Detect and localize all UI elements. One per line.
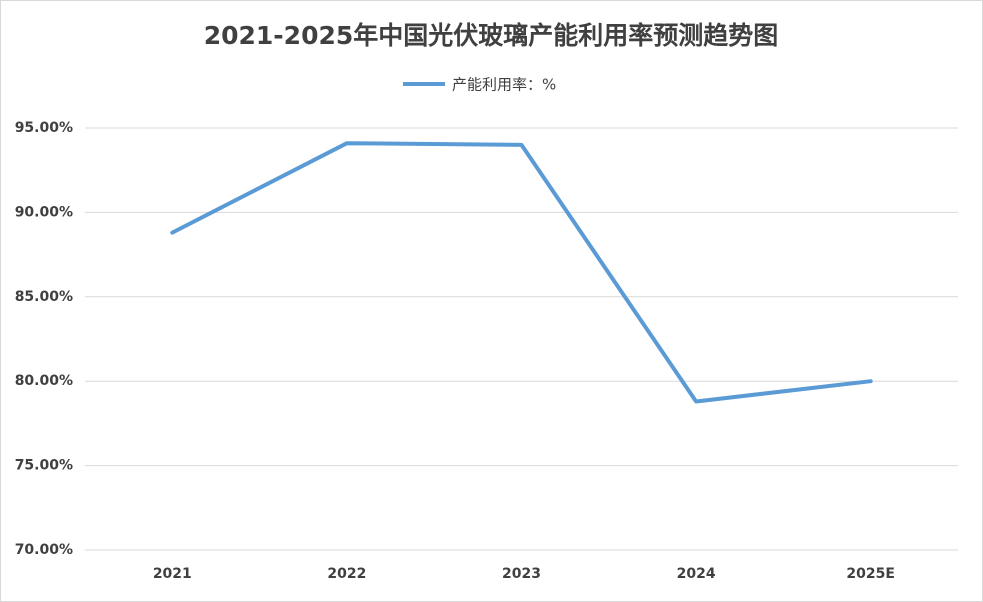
y-tick-label: 90.00% — [15, 204, 73, 220]
legend-label: 产能利用率：% — [452, 76, 556, 94]
y-tick-label: 75.00% — [15, 458, 73, 474]
y-tick-label: 95.00% — [15, 120, 73, 136]
chart-title: 2021-2025年中国光伏玻璃产能利用率预测趋势图 — [204, 21, 779, 50]
x-tick-label: 2023 — [502, 566, 541, 582]
y-tick-label: 80.00% — [15, 373, 73, 389]
x-tick-label: 2022 — [327, 566, 366, 582]
x-tick-label: 2024 — [677, 566, 716, 582]
y-tick-label: 70.00% — [15, 542, 73, 558]
y-tick-label: 85.00% — [15, 289, 73, 305]
x-tick-label: 2021 — [153, 566, 192, 582]
x-tick-label: 2025E — [846, 566, 895, 582]
series-line — [170, 141, 873, 404]
